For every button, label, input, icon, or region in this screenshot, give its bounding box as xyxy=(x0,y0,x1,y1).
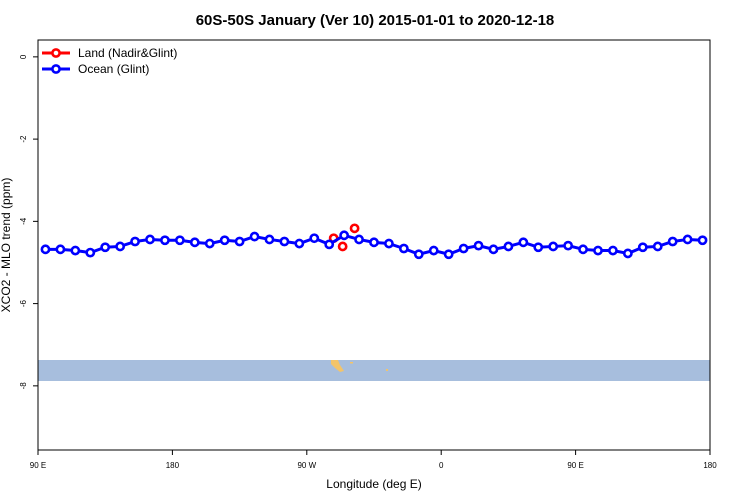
data-point xyxy=(160,235,170,246)
data-point xyxy=(398,243,409,254)
data-point xyxy=(413,249,424,260)
data-point xyxy=(85,247,96,258)
data-point xyxy=(337,241,348,252)
data-point xyxy=(682,234,693,245)
x-tick-label: 180 xyxy=(703,461,717,470)
data-point xyxy=(339,230,350,241)
data-point xyxy=(593,245,603,256)
data-point xyxy=(384,238,394,249)
map-strip xyxy=(38,360,710,381)
data-point xyxy=(652,241,663,252)
data-point xyxy=(428,245,439,256)
data-point xyxy=(55,244,66,255)
data-point xyxy=(354,234,364,245)
data-point xyxy=(443,249,454,260)
x-tick-label: 90 E xyxy=(30,461,46,470)
data-point xyxy=(70,245,81,256)
legend-label: Land (Nadir&Glint) xyxy=(78,46,177,60)
data-point xyxy=(264,234,275,245)
series xyxy=(40,230,708,260)
land-shape xyxy=(386,369,388,371)
legend-label: Ocean (Glint) xyxy=(78,62,149,76)
x-tick-label: 90 W xyxy=(297,461,316,470)
y-tick-label: -2 xyxy=(19,135,28,143)
land-shape xyxy=(350,362,353,364)
data-point xyxy=(40,244,51,255)
plot-frame xyxy=(37,39,711,451)
data-point xyxy=(309,233,320,244)
data-point xyxy=(518,237,529,248)
data-point xyxy=(204,238,215,249)
data-point xyxy=(115,241,126,252)
y-tick-label: -4 xyxy=(19,217,28,225)
data-point xyxy=(294,238,305,249)
data-point xyxy=(608,245,618,256)
legend-marker xyxy=(51,64,61,74)
chart-title: 60S-50S January (Ver 10) 2015-01-01 to 2… xyxy=(196,12,555,29)
data-point xyxy=(279,236,290,247)
x-axis-label: Longitude (deg E) xyxy=(326,477,421,491)
data-point xyxy=(174,235,185,246)
data-point xyxy=(473,240,484,251)
y-tick-label: 0 xyxy=(19,54,28,59)
data-point xyxy=(249,231,260,242)
y-tick-label: -8 xyxy=(19,382,28,390)
data-point xyxy=(458,243,469,254)
data-point xyxy=(533,242,544,253)
data-point xyxy=(189,237,200,248)
data-point xyxy=(503,241,514,252)
x-tick-label: 0 xyxy=(439,461,444,470)
data-point xyxy=(145,234,155,245)
ocean-band xyxy=(38,360,710,381)
data-point xyxy=(324,239,335,250)
data-point xyxy=(667,236,678,247)
data-point xyxy=(563,240,574,251)
data-point xyxy=(637,242,648,253)
data-point xyxy=(369,237,379,248)
legend: Land (Nadir&Glint) Ocean (Glint) xyxy=(42,46,177,76)
x-tick-label: 90 E xyxy=(567,461,583,470)
data-point xyxy=(219,235,230,246)
data-point xyxy=(578,244,588,255)
data-point xyxy=(234,236,245,247)
data-point xyxy=(130,236,140,247)
data-point xyxy=(622,248,633,259)
x-tick-label: 180 xyxy=(166,461,180,470)
data-point xyxy=(488,244,499,255)
data-point xyxy=(697,235,708,246)
data-point xyxy=(100,242,111,253)
data-point xyxy=(349,223,360,234)
data-point xyxy=(548,241,559,252)
y-axis-label: XCO2 - MLO trend (ppm) xyxy=(0,178,13,313)
land-shape xyxy=(331,360,344,372)
y-tick-label: -6 xyxy=(19,299,28,307)
legend-marker xyxy=(51,48,61,58)
